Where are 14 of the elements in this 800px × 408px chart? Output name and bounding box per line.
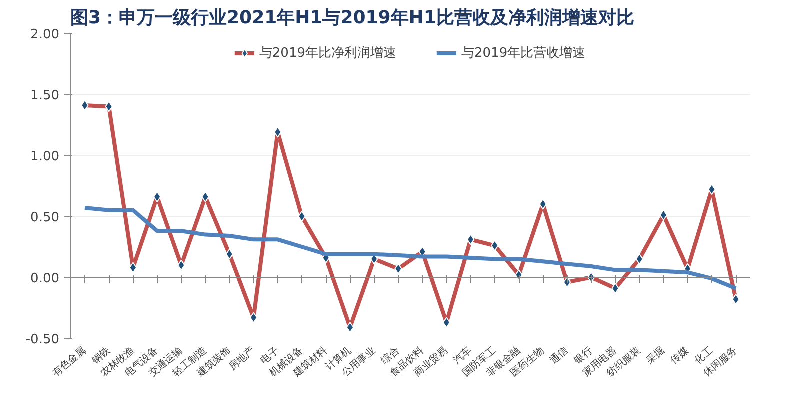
legend-label: 与2019年比营收增速 (462, 45, 586, 62)
x-tick-label: 有色金属 (50, 344, 89, 380)
y-tick-label: -0.50 (26, 332, 60, 348)
y-tick-label: 1.00 (30, 150, 60, 164)
y-tick-label: 0.00 (30, 272, 60, 286)
x-tick-label: 通信 (548, 344, 571, 367)
line-series (82, 206, 738, 290)
y-tick-label: 0.50 (30, 210, 60, 226)
x-tick-label: 传媒 (668, 345, 692, 367)
x-tick-label: 采掘 (644, 344, 668, 367)
legend-label: 与2019年比净利润增速 (259, 45, 396, 62)
chart-title: 图3：申万一级行业2021年H1与2019年H1比营收及净利润增速对比 (70, 8, 634, 28)
y-tick-label: 1.50 (30, 88, 60, 104)
y-tick-label: 2.00 (30, 28, 60, 42)
